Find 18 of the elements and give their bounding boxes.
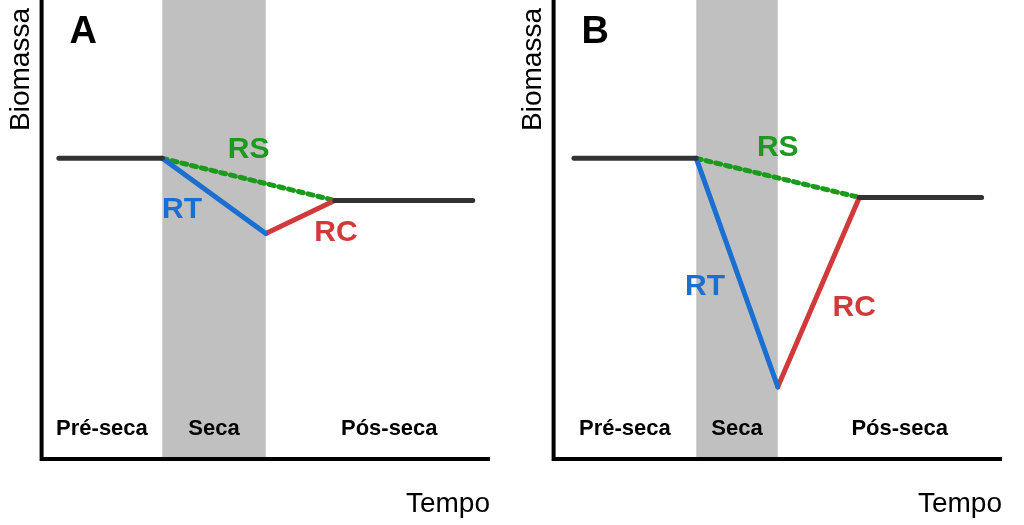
annotation: Seca xyxy=(188,415,241,441)
y-axis-title: Biomassa xyxy=(515,7,547,131)
chart-title: A xyxy=(69,9,98,52)
series-label: RS xyxy=(227,130,270,164)
y-axis-title: Biomassa xyxy=(3,7,35,131)
series-label: RT xyxy=(162,191,203,225)
series-label: RC xyxy=(832,289,876,323)
series-label: RT xyxy=(685,267,726,301)
series-label: RC xyxy=(314,214,358,248)
annotation: Pré-seca xyxy=(56,415,149,441)
x-axis-title: Tempo xyxy=(917,486,1002,518)
annotation: Pós-seca xyxy=(851,415,949,441)
annotation: Pré-seca xyxy=(579,415,672,441)
chart-title: B xyxy=(581,9,610,52)
annotation: Pós-seca xyxy=(340,415,439,441)
series-label: RS xyxy=(756,129,799,163)
annotation: Seca xyxy=(711,415,764,441)
x-axis-title: Tempo xyxy=(405,486,490,518)
